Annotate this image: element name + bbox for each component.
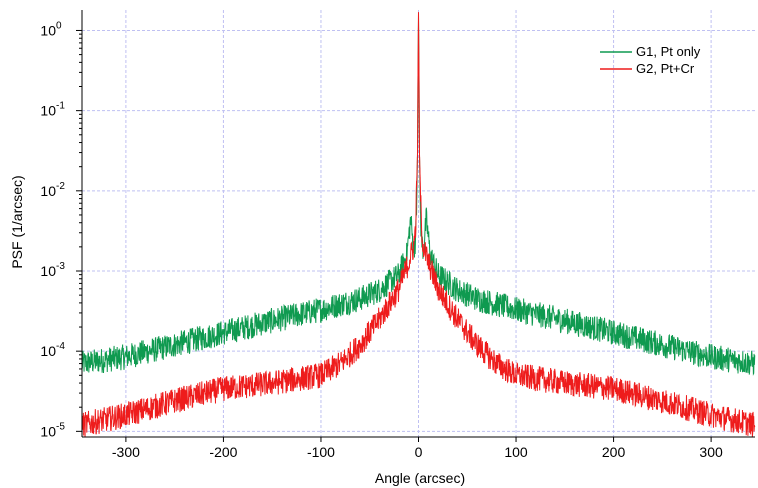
x-tick-label-2: -100 — [307, 444, 335, 460]
y-tick-label-1: 10 — [40, 103, 56, 119]
y-tick-exp-2: -2 — [56, 181, 65, 192]
y-tick-label-3: 10 — [40, 263, 56, 279]
y-tick-label-5: 10 — [40, 423, 56, 439]
x-axis-label: Angle (arcsec) — [375, 470, 465, 486]
legend-label-2: G2, Pt+Cr — [636, 61, 695, 76]
x-tick-label-3: 0 — [415, 444, 423, 460]
y-tick-base-3: 10 — [40, 263, 56, 279]
y-tick-exp-3: -3 — [56, 261, 65, 272]
y-tick-base-0: 10 — [40, 22, 56, 38]
x-tick-label-0: -300 — [112, 444, 140, 460]
y-tick-base-2: 10 — [40, 183, 56, 199]
y-tick-label-2: 10 — [40, 183, 56, 199]
x-tick-labels: -300 -200 -100 0 100 200 300 — [112, 444, 723, 460]
legend: G1, Pt only G2, Pt+Cr — [600, 44, 701, 76]
legend-label-1: G1, Pt only — [636, 44, 701, 59]
y-tick-exp-0: 0 — [56, 20, 62, 31]
y-tick-exp-5: -5 — [56, 421, 65, 432]
y-tick-exp-1: -1 — [56, 101, 65, 112]
grid — [82, 10, 755, 437]
y-tick-base-5: 10 — [40, 423, 56, 439]
series-group — [81, 12, 756, 437]
x-tick-label-1: -200 — [209, 444, 237, 460]
x-tick-label-5: 200 — [602, 444, 626, 460]
y-tick-base-4: 10 — [40, 343, 56, 359]
x-tick-label-6: 300 — [699, 444, 723, 460]
x-tick-label-4: 100 — [504, 444, 528, 460]
y-tick-label-4: 10 — [40, 343, 56, 359]
series-line-2 — [81, 12, 756, 437]
axes — [76, 10, 755, 442]
y-tick-exp-4: -4 — [56, 341, 65, 352]
y-tick-label-0: 10 — [40, 22, 56, 38]
y-axis-label: PSF (1/arcsec) — [9, 175, 25, 268]
y-tick-base-1: 10 — [40, 103, 56, 119]
